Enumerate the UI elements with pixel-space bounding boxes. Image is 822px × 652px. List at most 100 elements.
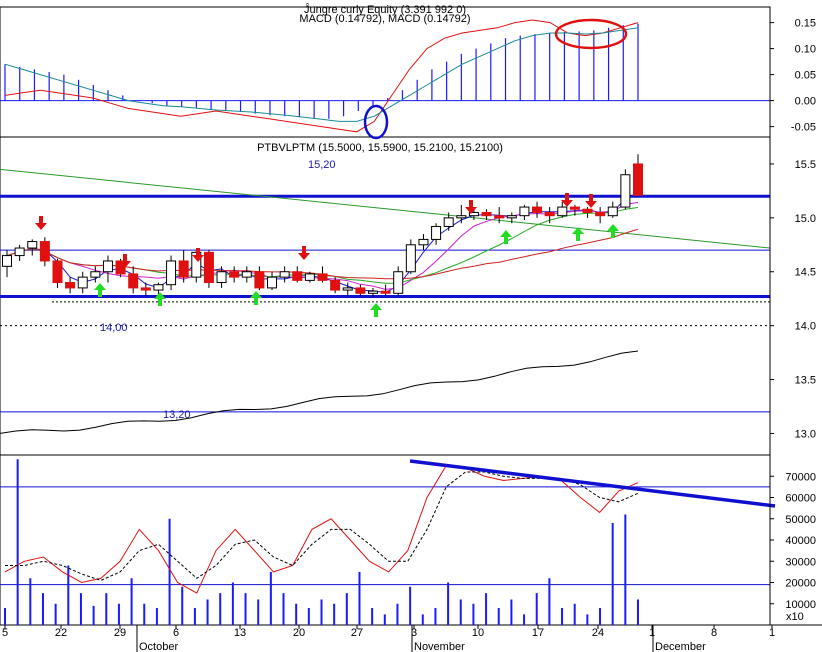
y-tick-label: 13.5: [795, 375, 816, 387]
level-label: 15,20: [308, 159, 336, 171]
candle-bear: [494, 215, 505, 219]
candle-bull: [506, 215, 517, 219]
candle-bull: [342, 287, 353, 291]
y-tick-label: -0.05: [791, 122, 816, 134]
sell-arrow: [465, 200, 477, 214]
candle-bull: [456, 215, 467, 219]
candle-bear: [532, 206, 543, 213]
candle-bull: [77, 276, 88, 289]
y-tick-label: 70000: [785, 471, 816, 483]
y-tick-label: 0.10: [795, 44, 816, 56]
candle-bull: [27, 241, 38, 249]
buy-arrow: [250, 291, 262, 305]
candle-bull: [405, 244, 416, 273]
x-tick-label: 1: [769, 627, 775, 639]
candle-bull: [607, 206, 618, 217]
x-tick-label: 22: [55, 627, 67, 639]
candle-bear: [39, 241, 50, 262]
y-tick-label: 0.00: [795, 96, 816, 108]
buy-arrow: [370, 303, 382, 317]
candle-bear: [330, 279, 341, 291]
candle-bull: [418, 238, 429, 246]
candle-bear: [380, 290, 391, 294]
y-tick-label: 30000: [785, 556, 816, 568]
candle-bear: [140, 287, 151, 291]
macd-line: [4, 19, 639, 133]
candle-bull: [519, 206, 530, 217]
candle-bear: [481, 211, 492, 217]
y-tick-label: 14.5: [795, 267, 816, 279]
month-label: November: [414, 641, 465, 652]
candle-bull: [102, 260, 113, 273]
stochastic-k-line: [4, 465, 639, 594]
x-tick-label: 27: [351, 627, 363, 639]
y-tick-label: 60000: [785, 493, 816, 505]
macd-title-line-1: Ĵungre curly Equity (3.391 992 0): [304, 3, 466, 16]
candle-bear: [292, 271, 303, 281]
buy-arrow: [94, 283, 106, 297]
x-tick-label: 10: [472, 627, 484, 639]
y-tick-label: 14.0: [795, 321, 816, 333]
x-tick-label: 29: [114, 627, 126, 639]
x-tick-label: 8: [711, 627, 717, 639]
highlight-ellipse-blue: [363, 104, 389, 140]
candle-bull: [279, 271, 290, 278]
candle-bull: [90, 271, 101, 278]
sell-arrow: [35, 216, 47, 230]
month-label: October: [139, 641, 178, 652]
macd-signal-line: [4, 27, 639, 122]
buy-arrow: [154, 292, 166, 306]
candle-bull: [267, 276, 278, 289]
buy-arrow: [500, 230, 512, 244]
x-tick-label: 17: [532, 627, 544, 639]
candle-bull: [304, 273, 315, 281]
candle-bull: [241, 271, 252, 278]
long-moving-average: [0, 350, 639, 434]
candle-bear: [355, 287, 366, 294]
candle-bull: [431, 225, 442, 240]
y-unit-label: x10: [786, 611, 804, 623]
plot-frame: [0, 6, 771, 626]
divergence-trendline: [409, 459, 776, 508]
candle-bull: [367, 290, 378, 294]
level-label: 13,20: [163, 409, 191, 421]
candle-bear: [254, 271, 265, 289]
sell-arrow: [298, 246, 310, 260]
candle-bull: [443, 217, 454, 227]
candle-bear: [595, 211, 606, 217]
candle-bear: [569, 206, 580, 210]
candle-bull: [620, 174, 631, 208]
candle-bear: [633, 163, 643, 196]
y-tick-label: 15.0: [795, 213, 816, 225]
candle-bull: [14, 247, 25, 257]
sell-arrow: [561, 193, 573, 207]
sell-arrow: [585, 194, 597, 208]
level-label: 14,00: [100, 322, 128, 334]
y-tick-label: 20000: [785, 578, 816, 590]
x-tick-label: 1: [649, 627, 655, 639]
month-label: December: [655, 641, 706, 652]
macd-title-line-2: MACD (0.14792), MACD (0.14792): [299, 13, 470, 25]
sell-arrow: [192, 248, 204, 262]
y-tick-label: 13.0: [795, 428, 816, 440]
x-tick-label: 13: [234, 627, 246, 639]
sell-arrow: [119, 254, 131, 268]
buy-arrow: [607, 224, 619, 238]
x-tick-label: 3: [411, 627, 417, 639]
y-tick-label: 0.05: [795, 70, 816, 82]
candle-bull: [216, 271, 227, 284]
y-tick-label: 50000: [785, 514, 816, 526]
candle-bear: [52, 260, 63, 284]
y-tick-label: 15.5: [795, 159, 816, 171]
stochastic-d-line: [5, 471, 639, 581]
candle-bull: [468, 211, 479, 217]
y-tick-label: 40000: [785, 535, 816, 547]
candle-bear: [544, 211, 555, 217]
candle-bull: [393, 271, 404, 294]
x-tick-label: 24: [592, 627, 604, 639]
y-tick-label: 10000: [785, 599, 816, 611]
candle-bear: [128, 273, 139, 289]
price-title: PTBVLPTM (15.5000, 15.5900, 15.2100, 15.…: [257, 142, 503, 154]
x-tick-label: 20: [293, 627, 305, 639]
